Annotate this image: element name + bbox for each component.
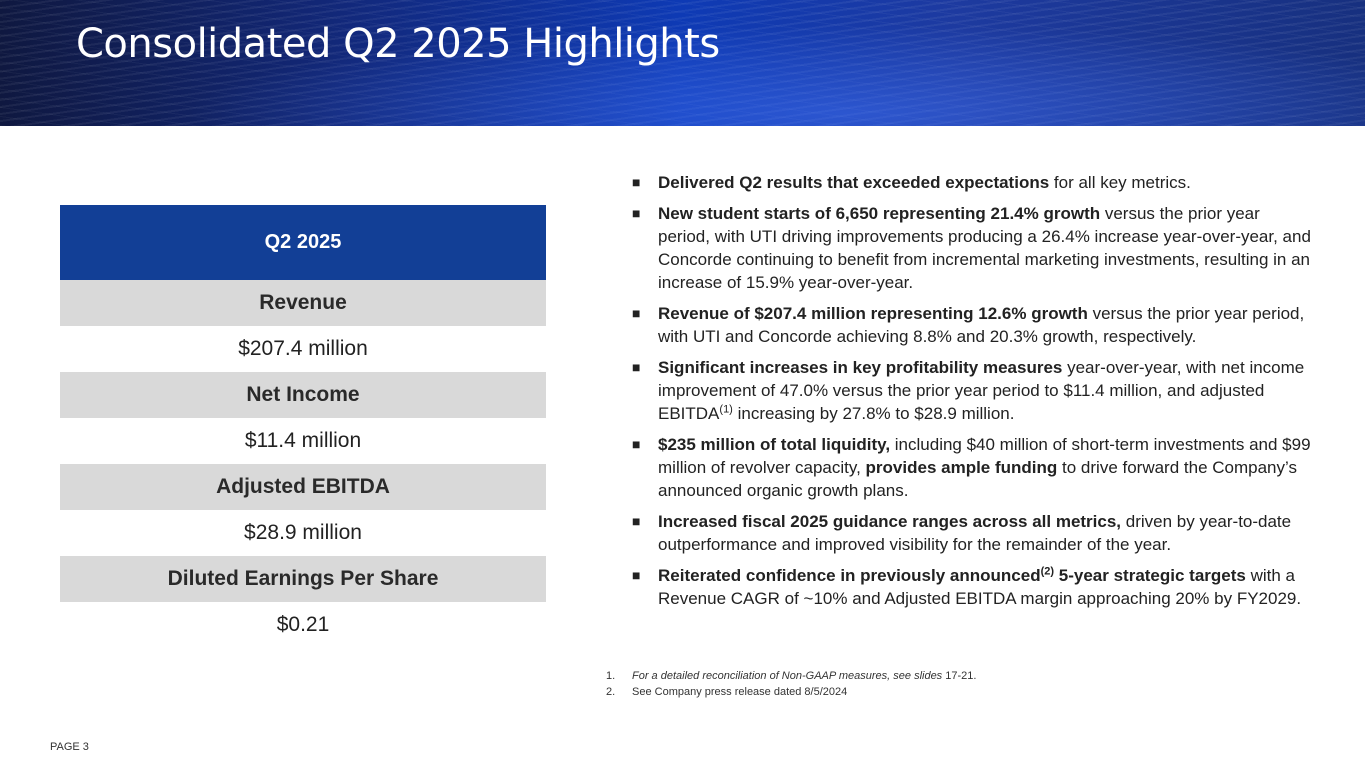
footnote-ref: (1) (719, 403, 733, 416)
highlight-text: with a Revenue CAGR of ~10% and Adjusted… (658, 566, 1302, 608)
metrics-table: Q2 2025 Revenue $207.4 million Net Incom… (60, 205, 546, 648)
highlight-bold: 5-year strategic targets (1054, 566, 1246, 585)
highlight-item: ■ New student starts of 6,650 representi… (632, 202, 1312, 294)
highlight-bold: Increased fiscal 2025 guidance ranges ac… (658, 512, 1122, 531)
metric-label-adjusted-ebitda: Adjusted EBITDA (60, 464, 546, 510)
highlight-bold: Delivered Q2 results that exceeded expec… (658, 173, 1050, 192)
footnote-ref: (2) (1040, 565, 1055, 578)
highlight-item: ■ Delivered Q2 results that exceeded exp… (632, 171, 1312, 194)
highlight-bold: Reiterated confidence in previously anno… (658, 566, 1041, 585)
highlight-bold: Significant increases in key profitabili… (658, 358, 1063, 377)
highlight-text: versus the prior year period, with UTI d… (658, 204, 1311, 292)
highlight-text: for all key metrics. (1049, 173, 1191, 192)
square-bullet-icon: ■ (632, 513, 641, 529)
page-number: PAGE 3 (50, 741, 89, 753)
highlight-text: to drive forward the Company’s announced… (658, 458, 1297, 500)
highlight-item: ■ Significant increases in key profitabi… (632, 356, 1312, 425)
metric-value-adjusted-ebitda: $28.9 million (244, 521, 362, 544)
highlight-bold: New student starts of 6,650 representing… (658, 204, 1101, 223)
metric-value-revenue: $207.4 million (238, 337, 368, 360)
metric-label-diluted-eps: Diluted Earnings Per Share (60, 556, 546, 602)
square-bullet-icon: ■ (632, 567, 641, 583)
footnote-text: For a detailed reconciliation of Non-GAA… (632, 670, 943, 682)
highlight-text: including $40 million of short-term inve… (658, 435, 1311, 477)
highlight-text: driven by year-to-date outperformance an… (658, 512, 1292, 554)
metric-label-net-income: Net Income (60, 372, 546, 418)
footnote-number: 1. (606, 670, 616, 682)
footnotes: 1. For a detailed reconciliation of Non-… (606, 668, 1306, 700)
footnote-item: 2. See Company press release dated 8/5/2… (606, 684, 1306, 700)
page-title: Consolidated Q2 2025 Highlights (76, 21, 720, 67)
highlight-bold: Revenue of $207.4 million representing 1… (658, 304, 1088, 323)
highlight-text: increasing by 27.8% to $28.9 million. (732, 404, 1015, 423)
footnote-item: 1. For a detailed reconciliation of Non-… (606, 668, 1306, 684)
highlight-bold: $235 million of total liquidity, (658, 435, 891, 454)
metric-label-revenue: Revenue (60, 280, 546, 326)
square-bullet-icon: ■ (632, 205, 641, 221)
footnote-text: See Company press release dated 8/5/2024 (632, 686, 848, 698)
footnote-pages: 17-21. (942, 670, 977, 682)
square-bullet-icon: ■ (632, 305, 641, 321)
header-glow (0, 0, 1365, 126)
highlight-item: ■ Revenue of $207.4 million representing… (632, 302, 1312, 348)
highlight-item: ■ Increased fiscal 2025 guidance ranges … (632, 510, 1312, 556)
square-bullet-icon: ■ (632, 436, 641, 452)
square-bullet-icon: ■ (632, 174, 641, 190)
highlight-item: ■ $235 million of total liquidity, inclu… (632, 433, 1312, 502)
header-banner: Consolidated Q2 2025 Highlights (0, 0, 1365, 126)
footnote-number: 2. (606, 686, 616, 698)
highlight-text: versus the prior year period, with UTI a… (658, 304, 1305, 346)
highlight-text: year-over-year, with net income improvem… (658, 358, 1305, 423)
highlight-item: ■ Reiterated confidence in previously an… (632, 564, 1312, 610)
highlight-bold: provides ample funding (865, 458, 1058, 477)
metric-value-diluted-eps: $0.21 (276, 613, 330, 636)
highlights-list: ■ Delivered Q2 results that exceeded exp… (632, 171, 1312, 618)
square-bullet-icon: ■ (632, 359, 641, 375)
metrics-heading: Q2 2025 (60, 205, 546, 280)
metric-value-net-income: $11.4 million (244, 429, 362, 452)
